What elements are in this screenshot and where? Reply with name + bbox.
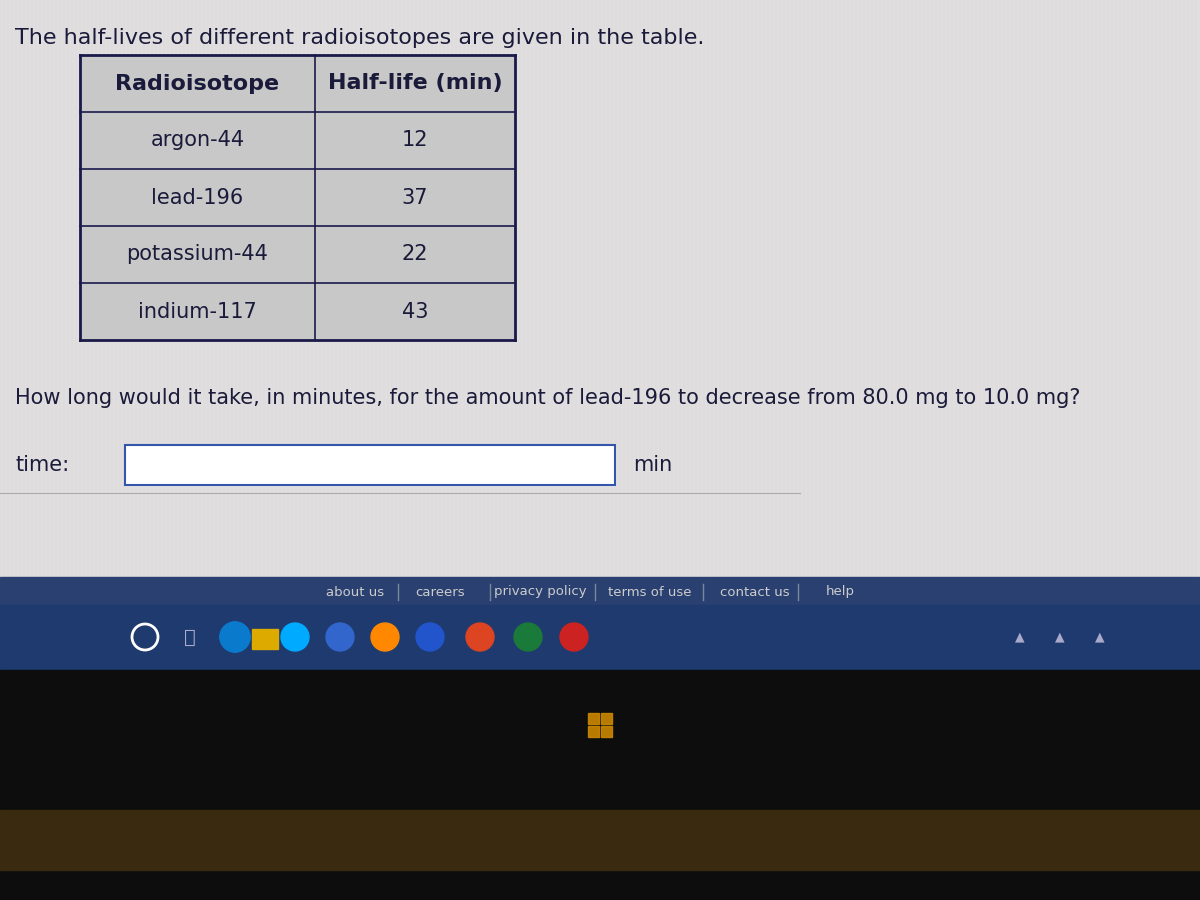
Circle shape (466, 623, 494, 651)
Bar (0, 810, 1200, 870)
Bar (125, 445, 616, 485)
Text: How long would it take, in minutes, for the amount of lead-196 to decrease from : How long would it take, in minutes, for … (14, 388, 1080, 408)
Text: about us: about us (326, 586, 384, 598)
Text: contact us: contact us (720, 586, 790, 598)
Circle shape (326, 623, 354, 651)
Text: The half-lives of different radioisotopes are given in the table.: The half-lives of different radioisotope… (14, 28, 704, 48)
Bar (0, 605, 1200, 670)
Circle shape (514, 623, 542, 651)
Text: ▲: ▲ (1096, 631, 1105, 644)
Bar (0, 0, 1200, 690)
Text: indium-117: indium-117 (138, 302, 257, 321)
Circle shape (416, 623, 444, 651)
Text: lead-196: lead-196 (151, 187, 244, 208)
Text: help: help (826, 586, 854, 598)
Bar (588, 713, 599, 724)
Bar (125, 445, 616, 485)
Text: argon-44: argon-44 (150, 130, 245, 150)
Circle shape (281, 623, 310, 651)
Text: min: min (634, 455, 672, 475)
Text: 12: 12 (402, 130, 428, 150)
Bar (0, 577, 1200, 605)
Text: 37: 37 (402, 187, 428, 208)
Bar (0, 580, 1200, 900)
Text: Half-life (min): Half-life (min) (328, 74, 503, 94)
Bar (0, 670, 1200, 900)
Text: Radioisotope: Radioisotope (115, 74, 280, 94)
Circle shape (220, 622, 250, 652)
Bar (80, 55, 515, 340)
Circle shape (220, 622, 250, 652)
Bar (252, 629, 278, 649)
Bar (601, 726, 612, 737)
Bar (588, 726, 599, 737)
Text: potassium-44: potassium-44 (126, 245, 269, 265)
Bar (601, 713, 612, 724)
Circle shape (560, 623, 588, 651)
Circle shape (371, 623, 398, 651)
Text: 目: 目 (184, 627, 196, 646)
Text: 22: 22 (402, 245, 428, 265)
Text: time:: time: (14, 455, 70, 475)
Text: ▲: ▲ (1055, 631, 1064, 644)
Text: careers: careers (415, 586, 464, 598)
Text: 43: 43 (402, 302, 428, 321)
Text: terms of use: terms of use (608, 586, 691, 598)
Text: ▲: ▲ (1015, 631, 1025, 644)
Text: privacy policy: privacy policy (493, 586, 587, 598)
